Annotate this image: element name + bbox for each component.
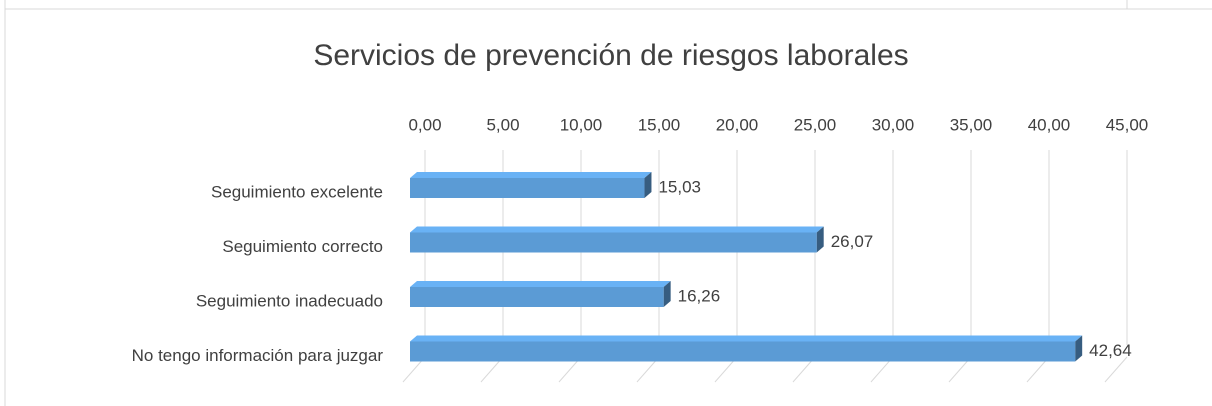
bar-side bbox=[644, 172, 652, 198]
bar bbox=[410, 178, 645, 198]
value-label: 42,64 bbox=[1089, 341, 1132, 360]
bar-side bbox=[1075, 335, 1083, 362]
bar bbox=[410, 232, 817, 253]
x-tick-label: 45,00 bbox=[1106, 115, 1149, 134]
x-tick-label: 15,00 bbox=[638, 115, 681, 134]
bar-top bbox=[410, 226, 824, 233]
x-tick-label: 30,00 bbox=[872, 115, 915, 134]
x-tick-label: 0,00 bbox=[408, 115, 441, 134]
x-tick-label: 5,00 bbox=[486, 115, 519, 134]
bar-top bbox=[410, 281, 671, 287]
bar bbox=[410, 341, 1076, 362]
x-tick-label: 25,00 bbox=[794, 115, 837, 134]
bar-side bbox=[663, 281, 671, 307]
y-tick-label: Seguimiento inadecuado bbox=[196, 291, 383, 310]
x-tick-label: 35,00 bbox=[950, 115, 993, 134]
chart-title: Servicios de prevención de riesgos labor… bbox=[313, 39, 908, 72]
floor-line bbox=[1104, 356, 1128, 383]
x-tick-label: 40,00 bbox=[1028, 115, 1071, 134]
x-tick-label: 20,00 bbox=[716, 115, 759, 134]
value-label: 26,07 bbox=[831, 232, 874, 251]
y-tick-label: No tengo información para juzgar bbox=[132, 346, 384, 365]
value-label: 16,26 bbox=[678, 286, 721, 305]
bar-top bbox=[410, 335, 1083, 342]
value-label: 15,03 bbox=[658, 177, 701, 196]
x-tick-label: 10,00 bbox=[560, 115, 603, 134]
bar-side bbox=[816, 226, 824, 253]
y-tick-label: Seguimiento excelente bbox=[211, 182, 383, 201]
y-tick-label: Seguimiento correcto bbox=[222, 237, 383, 256]
bar bbox=[410, 287, 664, 307]
bar-top bbox=[410, 172, 652, 178]
